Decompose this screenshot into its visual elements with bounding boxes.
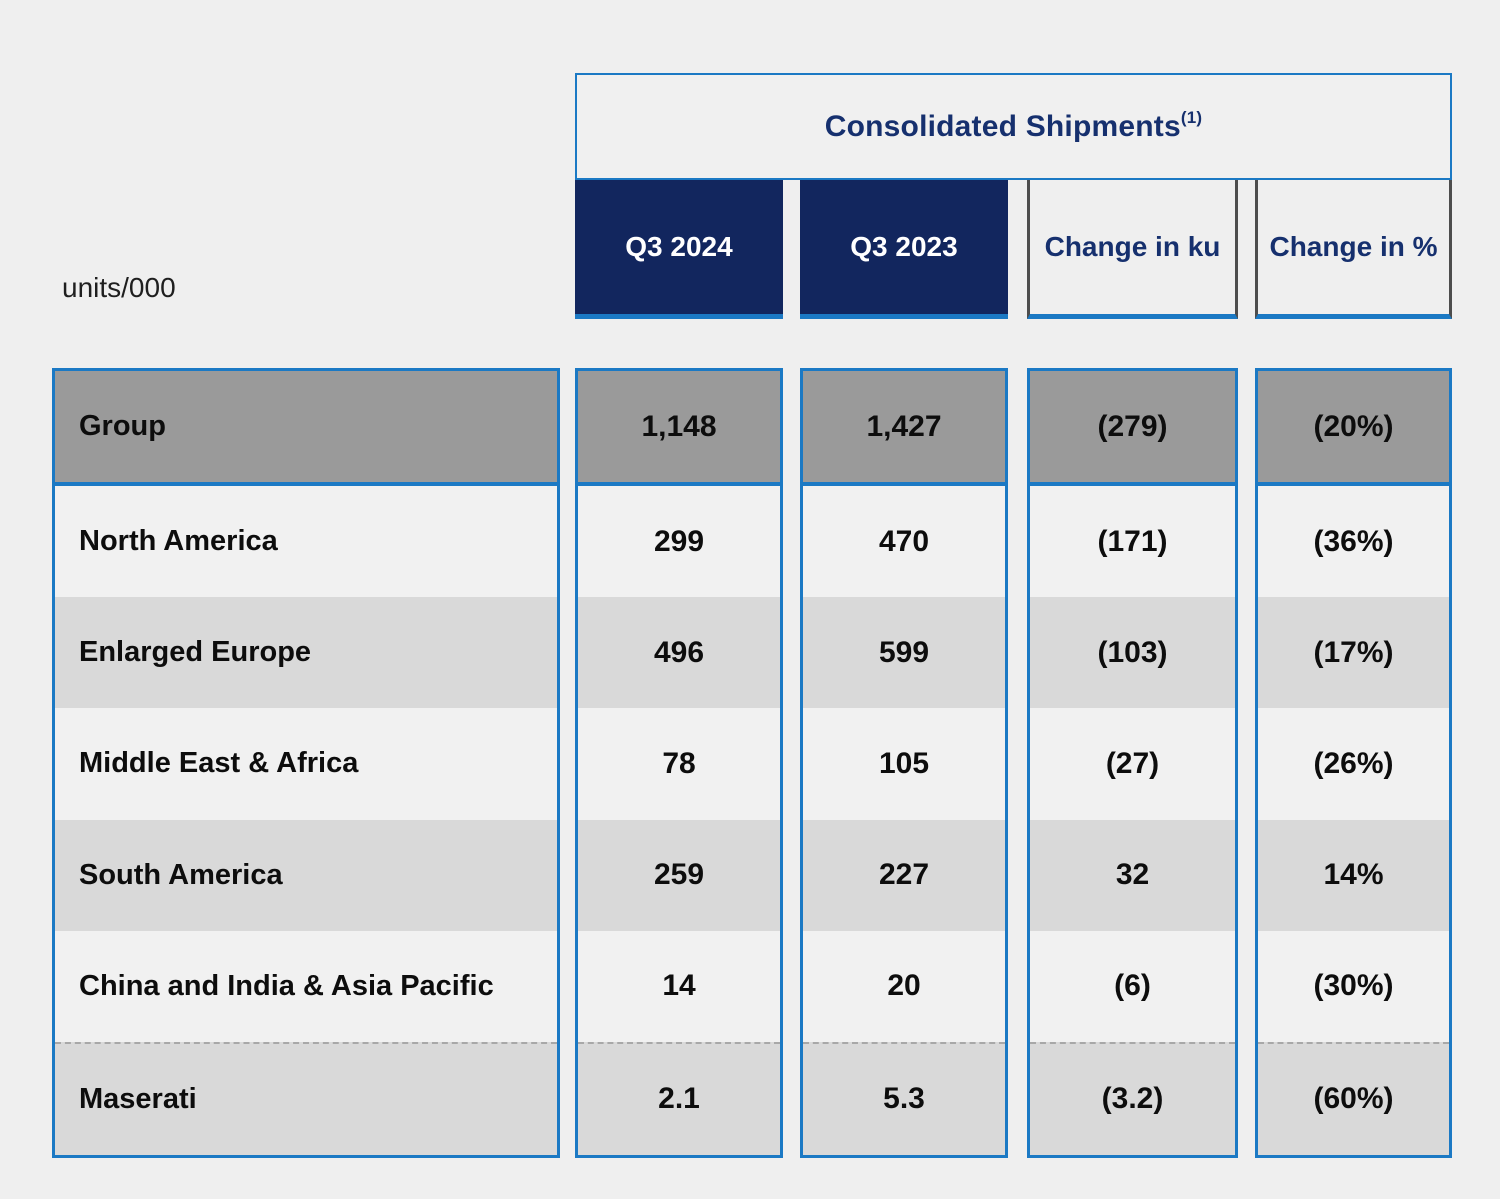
table-cell: (27) [1030, 708, 1235, 820]
change-in-ku-values-column: (279) (171) (103) (27) 32 (6) (3.2) [1027, 368, 1238, 1158]
table-title-footnote-marker: (1) [1180, 107, 1203, 127]
table-cell: (60%) [1258, 1041, 1449, 1155]
table-cell: 20 [803, 930, 1005, 1042]
row-label-north-america: North America [55, 486, 557, 598]
table-cell: (171) [1030, 486, 1235, 598]
table-cell: 14% [1258, 819, 1449, 931]
table-cell: (26%) [1258, 708, 1449, 820]
table-cell: 105 [803, 708, 1005, 820]
table-title-text: Consolidated Shipments [824, 109, 1181, 143]
table-cell: (30%) [1258, 930, 1449, 1042]
table-cell: 5.3 [803, 1041, 1005, 1155]
table-cell: 470 [803, 486, 1005, 598]
row-label-enlarged-europe: Enlarged Europe [55, 597, 557, 709]
column-header-q3-2024: Q3 2024 [575, 180, 783, 319]
row-label-china-india-asia-pacific: China and India & Asia Pacific [55, 930, 557, 1042]
change-in-percent-values-column: (20%) (36%) (17%) (26%) 14% (30%) (60%) [1255, 368, 1452, 1158]
units-label: units/000 [62, 272, 176, 303]
q3-2023-values-column: 1,427 470 599 105 227 20 5.3 [800, 368, 1008, 1158]
table-cell: (279) [1030, 371, 1235, 487]
row-label-south-america: South America [55, 819, 557, 931]
consolidated-shipments-header-box: Consolidated Shipments(1) [575, 73, 1452, 180]
column-header-change-in-ku: Change in ku [1027, 180, 1238, 319]
table-cell: (36%) [1258, 486, 1449, 598]
table-cell: (6) [1030, 930, 1235, 1042]
row-label-maserati: Maserati [55, 1041, 557, 1155]
region-labels-column: Group North America Enlarged Europe Midd… [52, 368, 560, 1158]
table-cell: 299 [578, 486, 780, 598]
column-header-change-in-percent: Change in % [1255, 180, 1452, 319]
table-cell: (17%) [1258, 597, 1449, 709]
table-cell: 32 [1030, 819, 1235, 931]
table-cell: 1,148 [578, 371, 780, 487]
table-cell: (3.2) [1030, 1041, 1235, 1155]
table-cell: 227 [803, 819, 1005, 931]
table-cell: 496 [578, 597, 780, 709]
table-cell: 2.1 [578, 1041, 780, 1155]
table-cell: 1,427 [803, 371, 1005, 487]
table-cell: 14 [578, 930, 780, 1042]
row-label-middle-east-africa: Middle East & Africa [55, 708, 557, 820]
q3-2024-values-column: 1,148 299 496 78 259 14 2.1 [575, 368, 783, 1158]
table-cell: (20%) [1258, 371, 1449, 487]
column-header-q3-2023: Q3 2023 [800, 180, 1008, 319]
table-cell: 599 [803, 597, 1005, 709]
table-cell: 259 [578, 819, 780, 931]
table-cell: (103) [1030, 597, 1235, 709]
table-cell: 78 [578, 708, 780, 820]
row-label-group: Group [55, 371, 557, 487]
table-title: Consolidated Shipments(1) [824, 107, 1203, 144]
